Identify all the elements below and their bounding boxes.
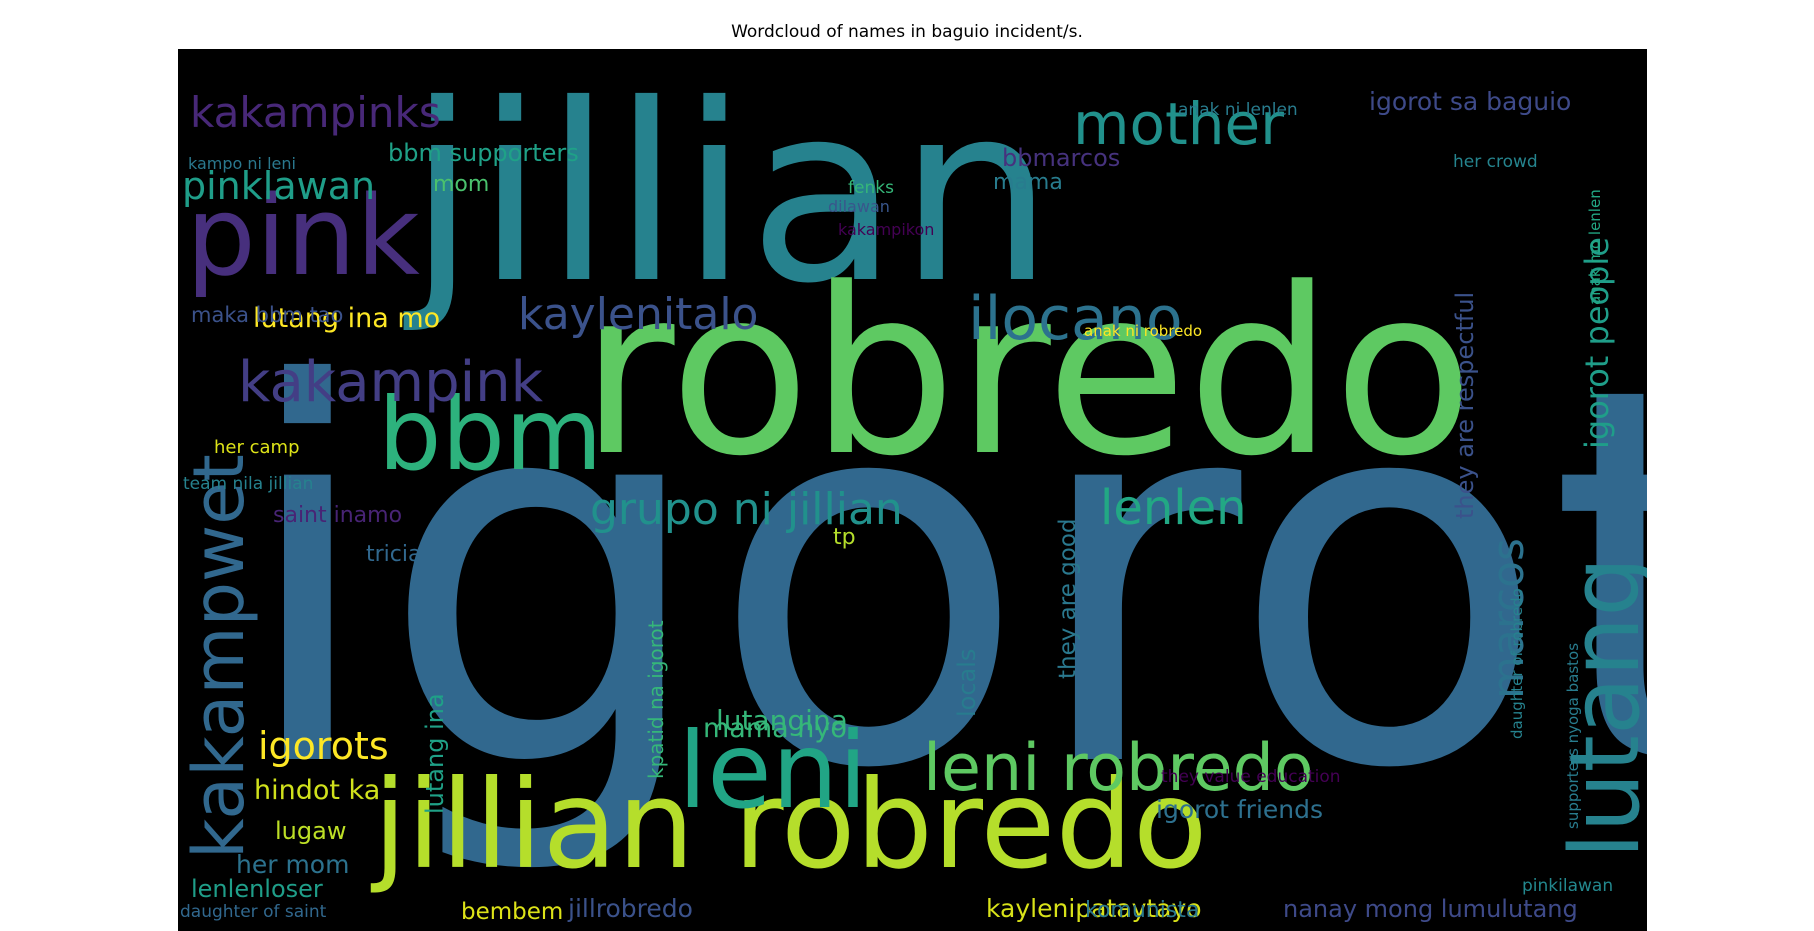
word-lutang: lutang	[1551, 556, 1647, 859]
word-her-mom: her mom	[236, 850, 349, 879]
word-locals: locals	[953, 649, 981, 717]
word-mom: mom	[433, 172, 489, 197]
word-kakampinks: kakampinks	[190, 88, 441, 137]
word-they-are-good: they are good	[1055, 518, 1081, 679]
word-daughter-of-saint: daughter of saint	[180, 902, 327, 922]
word-dilawan: dilawan	[828, 197, 890, 216]
word-they-value-education: they value education	[1161, 767, 1341, 787]
word-lutang-ina-mo: lutang ina mo	[253, 303, 440, 334]
word-supporters-nyoga-bastos: supporters nyoga bastos	[1564, 643, 1582, 829]
word-leni: leni	[678, 710, 868, 832]
word-her-camp: her camp	[214, 437, 300, 458]
wordcloud-background	[178, 49, 1647, 931]
word-bembem: bembem	[461, 899, 563, 925]
word-kakampink: kakampink	[238, 350, 544, 415]
word-bbm: bbm	[378, 376, 602, 493]
word-marcos: marcos	[1483, 538, 1534, 699]
word-anak-ni-robredo: anak ni robredo	[1084, 322, 1202, 340]
chart-title: Wordcloud of names in baguio incident/s.	[731, 22, 1083, 42]
word-igorot-friends: igorot friends	[1156, 795, 1323, 824]
word-tp: tp	[833, 525, 856, 550]
word-tricia: tricia	[366, 542, 421, 567]
word-maka-bbm-tao: maka bbm tao	[191, 303, 343, 327]
word-jillian: jillian	[403, 52, 1054, 337]
word-pink: pink	[186, 172, 420, 300]
word-kaylenipataytayo: kaylenipataytayo	[986, 894, 1202, 923]
word-team-nila-jillian: team nila jillian	[183, 474, 313, 494]
word-bbm-supporters: bbm supporters	[388, 139, 579, 167]
word-mama: mama	[993, 170, 1063, 195]
word-jillrobredo: jillrobredo	[567, 894, 693, 923]
word-pinkilawan: pinkilawan	[1522, 876, 1613, 896]
word-lenlenloser: lenlenloser	[191, 875, 323, 903]
word-lenlen: lenlen	[1100, 480, 1247, 536]
word-mama-nyo: mama nyo	[703, 713, 847, 744]
word-they-are-respectful: they are respectful	[1451, 292, 1479, 519]
word-lugaw: lugaw	[275, 817, 346, 845]
word-kaylenitalo: kaylenitalo	[518, 289, 758, 340]
word-ilocano: ilocano	[968, 284, 1183, 354]
word-grupo-ni-jillian: grupo ni jillian	[590, 484, 903, 535]
word-komunista: komunista	[1085, 898, 1199, 923]
word-robredo: robredo	[580, 240, 1474, 507]
word-leni-robredo: leni robredo	[923, 731, 1314, 806]
word-anak-ni-lenlen: anak ni lenlen	[1178, 100, 1298, 120]
word-nanay-mong-lumulutang: nanay mong lumulutang	[1283, 895, 1578, 923]
word-mother: mother	[1073, 90, 1284, 158]
word-lutangina: lutangina	[716, 704, 848, 737]
word-saint-inamo: saint inamo	[273, 503, 402, 528]
word-jillian-robredo: jillian robredo	[370, 754, 1208, 896]
word-lutang-ina: lutang ina	[421, 693, 449, 814]
word-igorot: igorot	[235, 276, 1647, 882]
word-pinklawan: pinklawan	[182, 164, 375, 208]
word-igorot-sa-baguio: igorot sa baguio	[1369, 87, 1571, 116]
word-her-crowd: her crowd	[1453, 152, 1538, 172]
word-anak-mo-lenlen: anak mo lenlen	[1586, 189, 1604, 305]
word-igorot-people: igorot people	[1578, 237, 1616, 449]
word-kakampikon: kakampikon	[838, 220, 934, 239]
word-kakampwet: kakampwet	[178, 454, 260, 859]
word-bbmarcos: bbmarcos	[1002, 144, 1120, 172]
word-kampo-ni-leni: kampo ni leni	[188, 154, 296, 173]
word-kpatid-na-igorot: kpatid na igorot	[644, 620, 668, 779]
word-fenks: fenks	[848, 178, 894, 198]
word-hindot-ka: hindot ka	[254, 775, 380, 806]
word-daughter-of-robredo: daughter of robredo	[1508, 588, 1526, 739]
word-igorots: igorots	[258, 724, 389, 768]
